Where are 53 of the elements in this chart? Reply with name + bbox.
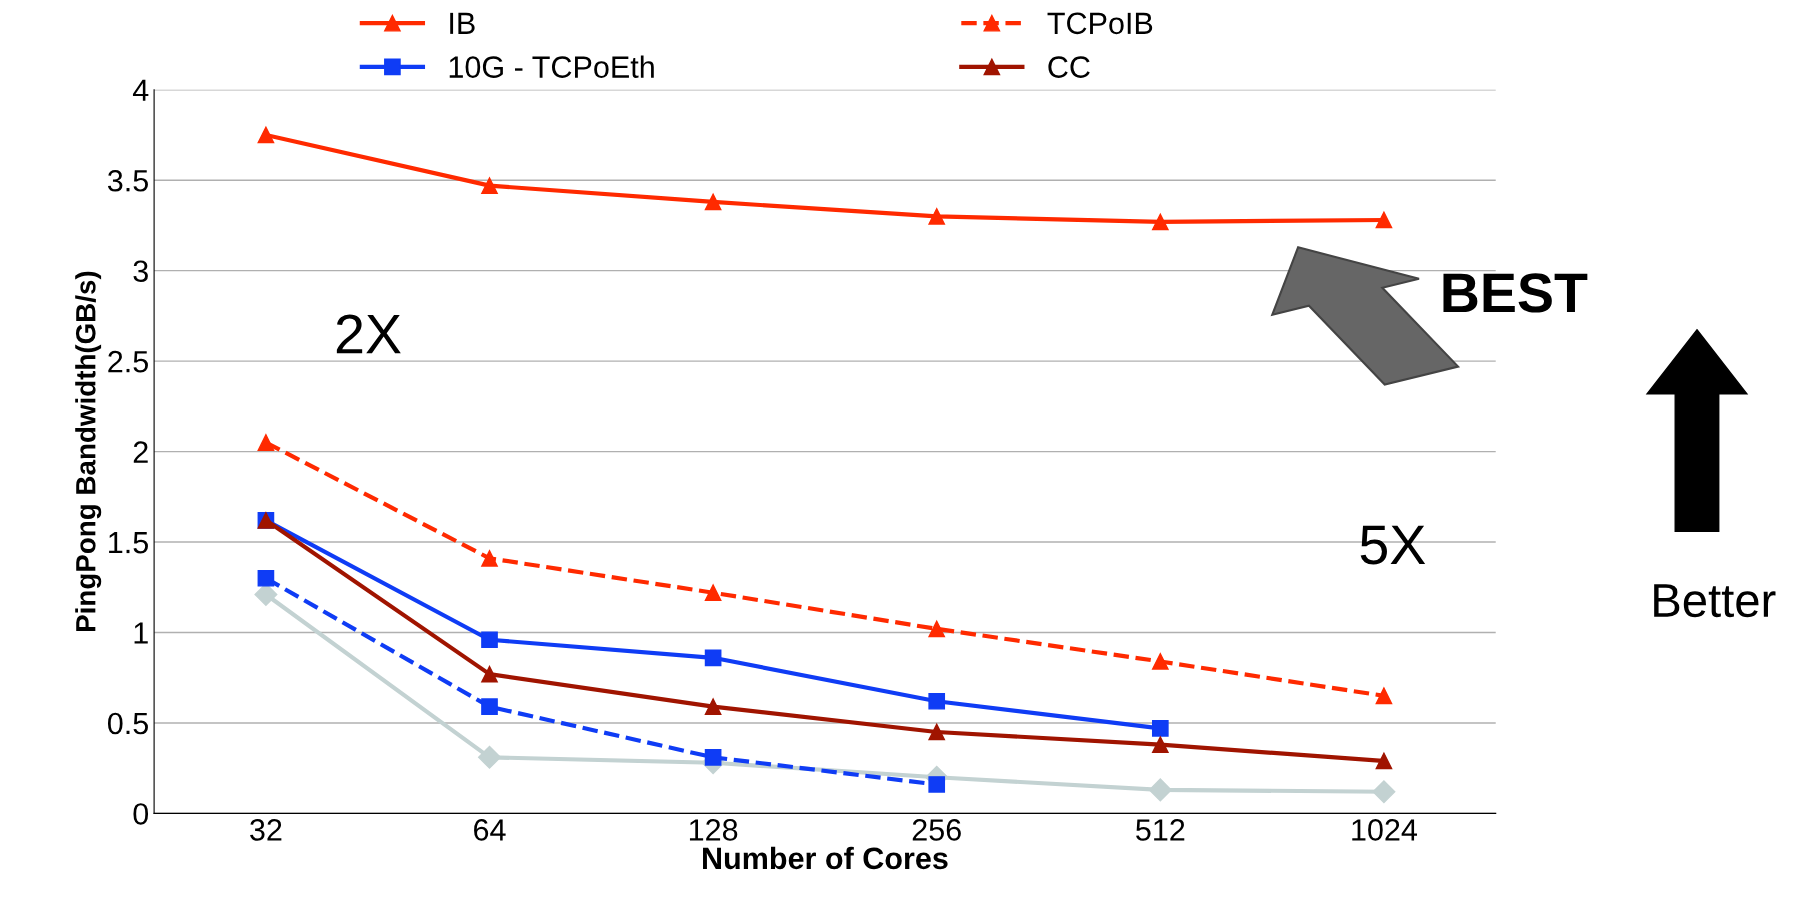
x-tick-label: 1024 xyxy=(1352,819,1418,841)
point xyxy=(704,584,722,602)
x-tick-label: 64 xyxy=(474,819,506,841)
point xyxy=(1151,653,1169,670)
x-tick-label: 128 xyxy=(689,819,738,841)
point xyxy=(704,748,722,766)
y-tick-label: 0.5 xyxy=(107,712,148,735)
point xyxy=(704,649,722,667)
y-tick-label: 2 xyxy=(133,441,148,463)
y-tick-label: 2.5 xyxy=(108,350,148,373)
y-tick-label: 1 xyxy=(134,622,148,644)
y-axis-title: PingPong Bandwidth(GB/s) xyxy=(75,271,102,632)
annotation: BEST xyxy=(1443,273,1588,313)
point xyxy=(481,177,498,194)
y-tick-label: 3.5 xyxy=(107,169,148,192)
point xyxy=(928,620,946,638)
x-tick-label: 512 xyxy=(1136,819,1185,841)
y-tick-label: 1.5 xyxy=(109,532,148,554)
point xyxy=(1151,213,1169,231)
point xyxy=(1375,752,1393,770)
point xyxy=(928,776,946,793)
y-tick-label: 3 xyxy=(133,260,148,283)
text: Better xyxy=(1654,584,1776,618)
point xyxy=(1372,780,1396,804)
point xyxy=(704,193,722,211)
point xyxy=(481,698,498,716)
point xyxy=(257,434,275,451)
y-tick-label: 4 xyxy=(132,79,149,101)
point xyxy=(481,665,498,683)
point xyxy=(928,692,946,710)
legend-label: IB xyxy=(450,12,475,34)
legend-label: 10G - TCPoEth xyxy=(449,55,654,78)
point xyxy=(1375,211,1393,229)
y-tick-label: 0 xyxy=(133,803,149,825)
point xyxy=(478,745,502,769)
point xyxy=(1151,720,1169,737)
point xyxy=(928,723,946,741)
point xyxy=(257,126,275,144)
x-tick-label: 256 xyxy=(912,819,961,841)
legend-label: TCPoIB xyxy=(1047,12,1153,35)
point xyxy=(704,698,722,716)
point xyxy=(257,569,275,587)
point xyxy=(1375,687,1393,705)
point xyxy=(1148,778,1172,802)
annotation: 5X xyxy=(1360,525,1426,565)
point xyxy=(1151,736,1169,753)
point xyxy=(928,208,946,225)
point xyxy=(481,549,498,567)
legend-label: CC xyxy=(1048,56,1090,78)
point xyxy=(481,631,498,649)
x-tick-label: 32 xyxy=(250,819,282,841)
x-axis-title: Number of Cores xyxy=(703,846,948,870)
annotation: 2X xyxy=(336,314,401,354)
